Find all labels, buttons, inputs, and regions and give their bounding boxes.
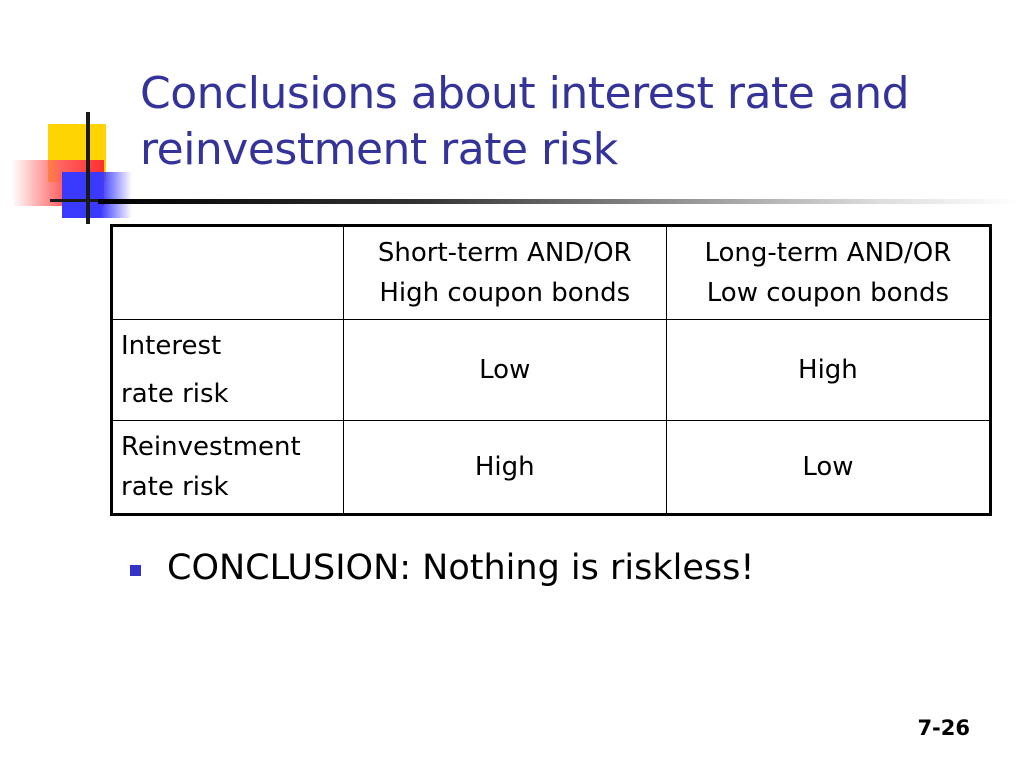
vertical-line [86, 112, 90, 224]
header-short-term-line2: High coupon bonds [379, 278, 631, 308]
header-cell-long-term: Long-term AND/OR Low coupon bonds [665, 225, 992, 320]
square-bullet-icon [130, 564, 141, 576]
horizontal-line [50, 199, 110, 202]
header-short-term-line1: Short-term AND/OR [377, 238, 632, 268]
header-cell-short-term: Short-term AND/OR High coupon bonds [342, 225, 667, 320]
title-underline-rule [98, 199, 1018, 204]
table-row: Interest rate risk Low High [111, 319, 992, 421]
title-line-1: Conclusions about interest rate and [140, 68, 910, 119]
row-label-line1: Reinvestment [121, 432, 301, 462]
header-long-term-line1: Long-term AND/OR [704, 238, 952, 268]
blue-square [62, 172, 132, 218]
header-long-term-line2: Low coupon bonds [706, 278, 950, 308]
page-number: 7-26 [917, 716, 970, 740]
title-line-2: reinvestment rate risk [140, 124, 618, 175]
table-header-row: Short-term AND/OR High coupon bonds Long… [111, 225, 992, 320]
conclusion-bullet: CONCLUSION: Nothing is riskless! [130, 548, 754, 588]
row-label-line2: rate risk [121, 472, 229, 502]
cell-value: Low [665, 420, 992, 515]
table-row: Reinvestment rate risk High Low [111, 420, 992, 515]
slide-logo-decoration [0, 0, 200, 240]
header-cell-empty [111, 225, 344, 320]
cell-value: High [665, 319, 992, 421]
row-label-line1: Interest [121, 331, 222, 361]
slide-title: Conclusions about interest rate and rein… [140, 66, 1000, 178]
conclusion-text: CONCLUSION: Nothing is riskless! [167, 548, 755, 588]
row-label-reinvestment-rate-risk: Reinvestment rate risk [111, 420, 344, 515]
row-label-interest-rate-risk: Interest rate risk [111, 319, 344, 421]
row-label-line2: rate risk [121, 379, 229, 409]
cell-value: Low [342, 319, 667, 421]
cell-value: High [342, 420, 667, 515]
risk-comparison-table: Short-term AND/OR High coupon bonds Long… [110, 224, 992, 516]
